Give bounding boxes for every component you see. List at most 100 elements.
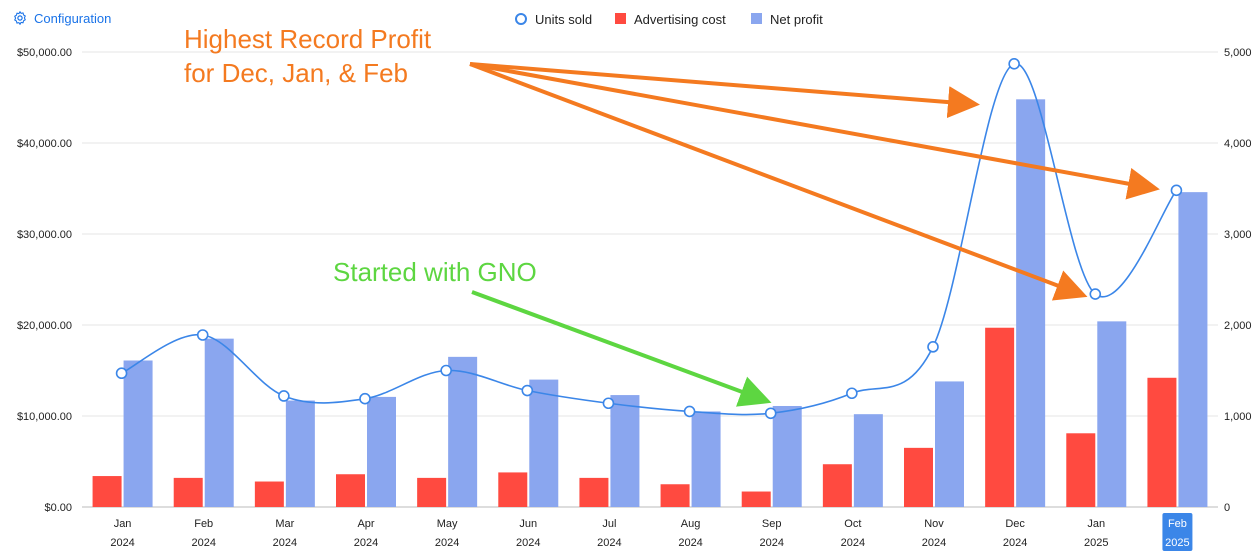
units-sold-point[interactable] bbox=[115, 367, 128, 380]
green-annotation: Started with GNO bbox=[333, 257, 772, 407]
x-tick-year: 2024 bbox=[841, 537, 865, 549]
y-left-tick-label: $50,000.00 bbox=[17, 47, 72, 59]
units-sold-point[interactable] bbox=[359, 392, 371, 405]
x-tick-label[interactable]: Apr 2024 bbox=[354, 518, 378, 549]
gridlines bbox=[82, 51, 1218, 508]
x-tick-label[interactable]: Dec 2024 bbox=[1003, 518, 1027, 549]
advertising-cost-bar[interactable] bbox=[985, 327, 1015, 507]
orange-arrow-dec bbox=[469, 62, 980, 119]
units-sold-point[interactable] bbox=[196, 329, 209, 341]
x-tick-label[interactable]: Jun 2024 bbox=[516, 518, 540, 549]
x-tick-label[interactable]: Feb 2025 bbox=[1162, 513, 1193, 551]
units-sold-line bbox=[121, 63, 1178, 416]
x-tick-year: 2024 bbox=[759, 537, 783, 549]
x-tick-month: Jun bbox=[519, 518, 537, 530]
x-tick-label[interactable]: Oct 2024 bbox=[841, 518, 865, 549]
x-tick-label[interactable]: Jan 2024 bbox=[110, 518, 134, 549]
advertising-cost-bar[interactable] bbox=[822, 464, 852, 507]
legend-label-units-sold: Units sold bbox=[535, 12, 592, 27]
units-sold-point[interactable] bbox=[602, 397, 615, 410]
x-tick-month: Oct bbox=[844, 518, 861, 530]
net-profit-bar[interactable] bbox=[610, 395, 640, 507]
net-profit-bar[interactable] bbox=[935, 381, 964, 507]
x-tick-year: 2024 bbox=[597, 537, 621, 549]
units-sold-point[interactable] bbox=[927, 341, 939, 353]
units-sold-point[interactable] bbox=[440, 364, 452, 377]
x-tick-label[interactable]: Nov 2024 bbox=[922, 518, 946, 549]
legend-item-units-sold[interactable]: Units sold bbox=[515, 12, 592, 27]
x-tick-year: 2024 bbox=[191, 537, 215, 549]
orange-arrow-feb bbox=[469, 62, 1160, 200]
net-profit-bar[interactable] bbox=[123, 360, 153, 507]
units-sold-point[interactable] bbox=[1170, 184, 1183, 197]
advertising-cost-bar[interactable] bbox=[417, 477, 447, 507]
y-right-tick-label: 1,000 bbox=[1224, 411, 1252, 423]
advertising-cost-bar[interactable] bbox=[904, 447, 933, 507]
x-tick-label[interactable]: Sep 2024 bbox=[759, 518, 783, 549]
x-tick-month: Jan bbox=[114, 518, 132, 530]
advertising-cost-bar[interactable] bbox=[336, 474, 365, 507]
x-tick-year: 2025 bbox=[1165, 537, 1189, 549]
net-profit-bar[interactable] bbox=[853, 414, 883, 507]
y-right-tick-label: 5,000 bbox=[1224, 47, 1252, 59]
advertising-cost-bar[interactable] bbox=[579, 477, 609, 507]
advertising-cost-bar[interactable] bbox=[741, 491, 771, 507]
advertising-cost-bar[interactable] bbox=[1147, 377, 1177, 507]
net-profit-bar[interactable] bbox=[367, 396, 396, 507]
net-profit-bar[interactable] bbox=[1097, 321, 1127, 507]
x-tick-label[interactable]: Aug 2024 bbox=[678, 518, 702, 549]
legend-marker-net-profit bbox=[751, 13, 762, 24]
net-profit-bar[interactable] bbox=[204, 338, 234, 507]
x-tick-label[interactable]: Feb 2024 bbox=[191, 518, 215, 549]
net-profit-bar[interactable] bbox=[448, 356, 478, 507]
advertising-cost-bar[interactable] bbox=[660, 484, 690, 507]
legend-marker-advertising-cost bbox=[615, 13, 626, 24]
configuration-label: Configuration bbox=[34, 10, 112, 26]
x-tick-year: 2024 bbox=[110, 537, 134, 549]
units-sold-point[interactable] bbox=[764, 407, 777, 420]
units-sold-point[interactable] bbox=[1089, 288, 1102, 300]
y-right-tick-label: 2,000 bbox=[1224, 320, 1252, 332]
net-profit-bar[interactable] bbox=[772, 405, 802, 507]
x-tick-month: Feb bbox=[194, 518, 213, 530]
net-profit-bar[interactable] bbox=[1178, 192, 1208, 507]
units-sold-point[interactable] bbox=[521, 384, 534, 397]
x-tick-month: Aug bbox=[681, 518, 701, 530]
configuration-link[interactable]: Configuration bbox=[12, 10, 111, 26]
legend-item-net-profit[interactable]: Net profit bbox=[751, 12, 823, 27]
units-sold-point[interactable] bbox=[278, 390, 290, 402]
legend-item-advertising-cost[interactable]: Advertising cost bbox=[615, 12, 726, 27]
orange-annotation: Highest Record Profit for Dec, Jan, & Fe… bbox=[184, 24, 1160, 301]
units-sold-point[interactable] bbox=[1008, 58, 1020, 70]
x-tick-label[interactable]: May 2024 bbox=[435, 518, 459, 549]
net-profit-bar[interactable] bbox=[691, 411, 721, 507]
x-tick-month: Dec bbox=[1005, 518, 1025, 530]
advertising-cost-bar[interactable] bbox=[92, 476, 122, 507]
units-sold-point[interactable] bbox=[683, 405, 696, 418]
y-left-tick-label: $30,000.00 bbox=[17, 229, 72, 241]
orange-arrow-jan bbox=[469, 62, 1088, 301]
units-sold-points bbox=[115, 58, 1183, 420]
y-axis-left: $0.00 $10,000.00 $20,000.00 $30,000.00 $40,0… bbox=[17, 47, 72, 514]
net-profit-bar[interactable] bbox=[529, 379, 559, 507]
advertising-cost-bar[interactable] bbox=[1066, 433, 1096, 507]
advertising-cost-bar[interactable] bbox=[498, 472, 528, 507]
x-tick-month: Jul bbox=[602, 518, 616, 530]
x-tick-label[interactable]: Jan 2025 bbox=[1084, 518, 1108, 549]
x-tick-year: 2024 bbox=[435, 537, 459, 549]
net-profit-bar[interactable] bbox=[285, 400, 315, 507]
green-annotation-text: Started with GNO bbox=[333, 257, 537, 287]
net-profit-bar[interactable] bbox=[1016, 99, 1046, 507]
advertising-cost-bar[interactable] bbox=[173, 477, 203, 507]
x-tick-label[interactable]: Jul 2024 bbox=[597, 518, 621, 549]
y-axis-right: 0 1,000 2,000 3,000 4,000 5,000 bbox=[1224, 47, 1252, 514]
advertising-cost-bar[interactable] bbox=[254, 481, 284, 507]
x-tick-year: 2024 bbox=[678, 537, 702, 549]
x-tick-year: 2024 bbox=[1003, 537, 1027, 549]
units-sold-point[interactable] bbox=[846, 387, 858, 400]
selected-x-tick-highlight bbox=[1162, 513, 1193, 551]
y-left-tick-label: $20,000.00 bbox=[17, 320, 72, 332]
x-tick-label[interactable]: Mar 2024 bbox=[273, 518, 297, 549]
legend-label-net-profit: Net profit bbox=[770, 12, 823, 27]
